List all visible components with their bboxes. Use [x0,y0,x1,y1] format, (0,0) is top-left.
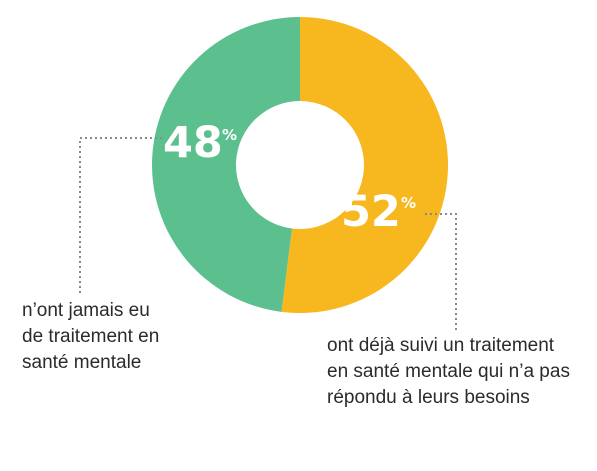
donut-slice-treatment-failed [281,17,448,313]
leader-line-no-treatment [79,137,162,295]
value-label-no-treatment: 48 [163,118,223,168]
unit-label-no-treatment: % [222,126,237,144]
category-label-treatment-failed: ont déjà suivi un traitement en santé me… [327,335,574,408]
donut-slice-no-treatment [151,17,300,312]
unit-label-treatment-failed: % [401,194,416,212]
value-label-treatment-failed: 52 [341,187,401,237]
donut-slices [151,17,448,313]
leader-line-treatment-failed [425,213,457,330]
category-label-no-treatment: n’ont jamais eu de traitement en santé m… [22,300,164,373]
